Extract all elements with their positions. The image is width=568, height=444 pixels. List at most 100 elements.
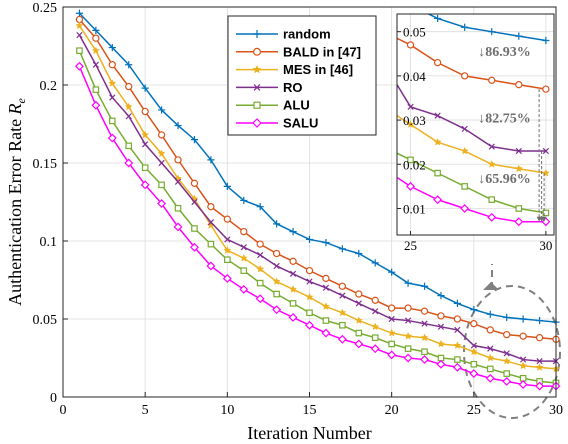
data-point-ro <box>273 262 280 270</box>
inset-reduction-guides <box>536 89 547 222</box>
y-axis-label: Authentication Error Rate Re <box>5 97 28 305</box>
data-point-ro <box>207 219 215 226</box>
inset-data-point-alu <box>434 169 441 177</box>
data-point-ro <box>224 236 231 243</box>
inset-data-point-bald-in-47 <box>542 85 550 93</box>
data-point-alu <box>207 240 215 248</box>
data-point-bald-in-47 <box>322 274 330 283</box>
data-point-salu <box>255 294 265 304</box>
data-point-salu <box>305 320 314 330</box>
zoom-ellipse <box>463 285 561 419</box>
data-point-random <box>371 259 379 267</box>
inset-y-tick-label: 0.05 <box>403 25 426 40</box>
data-point-salu <box>387 350 397 360</box>
x-tick-label: 25 <box>467 403 481 418</box>
data-point-random <box>420 282 429 290</box>
data-point-salu <box>74 61 84 71</box>
data-point-bald-in-47 <box>157 131 166 139</box>
data-point-ro <box>76 31 83 39</box>
data-point-salu <box>288 312 298 322</box>
inset-series-mes-in-46 <box>397 114 550 177</box>
data-point-salu <box>107 133 117 143</box>
data-point-alu <box>76 47 83 54</box>
inset-data-point-mes-in-46 <box>406 120 415 128</box>
inset-data-point-ro <box>488 143 495 150</box>
data-point-bald-in-47 <box>289 257 297 265</box>
data-point-alu <box>355 329 363 337</box>
data-point-alu <box>371 334 379 342</box>
data-point-random <box>289 228 297 236</box>
series-random <box>75 9 560 326</box>
main-series-lines <box>74 9 561 391</box>
data-point-ro <box>142 141 149 148</box>
data-point-ro <box>404 317 412 324</box>
data-point-random <box>190 136 199 144</box>
data-point-ro <box>109 94 116 101</box>
data-point-mes-in-46 <box>404 331 413 340</box>
data-point-salu <box>485 373 495 383</box>
legend-marker-salu <box>252 118 262 128</box>
inset-data-point-mes-in-46 <box>433 137 442 146</box>
reduction-annotation: ↓82.75% <box>478 111 531 126</box>
data-point-mes-in-46 <box>469 347 478 356</box>
data-point-ro <box>421 320 428 327</box>
data-point-random <box>388 268 396 276</box>
data-point-salu <box>157 199 167 209</box>
inset-data-point-salu <box>380 165 387 172</box>
data-point-bald-in-47 <box>404 304 412 312</box>
data-point-bald-in-47 <box>338 282 347 290</box>
data-point-random <box>223 182 231 190</box>
inset-data-point-ro <box>461 125 468 133</box>
legend-entry-mes-in-46: MES in [46] <box>236 62 353 77</box>
data-point-bald-in-47 <box>207 203 215 211</box>
data-point-mes-in-46 <box>436 339 446 348</box>
data-point-random <box>519 315 527 323</box>
data-point-random <box>535 316 544 325</box>
data-point-ro <box>520 356 527 363</box>
data-point-salu <box>502 376 512 386</box>
y-tick-label: 0.2 <box>40 79 58 94</box>
data-point-bald-in-47 <box>503 330 511 339</box>
data-point-mes-in-46 <box>108 79 117 87</box>
data-point-alu <box>486 365 494 373</box>
data-point-random <box>256 203 264 211</box>
legend-marker-alu <box>253 101 261 109</box>
data-point-bald-in-47 <box>141 107 149 116</box>
data-point-mes-in-46 <box>272 277 281 285</box>
data-point-ro <box>158 159 165 167</box>
data-point-alu <box>322 317 330 324</box>
legend-marker-random <box>253 30 261 38</box>
inset-data-point-salu <box>514 217 524 227</box>
legend-label-alu: ALU <box>283 98 310 113</box>
inset-data-point-ro <box>407 103 414 110</box>
data-point-mes-in-46 <box>338 308 347 317</box>
data-point-bald-in-47 <box>174 156 182 164</box>
inset-data-point-bald-in-47 <box>406 41 415 49</box>
data-point-salu <box>452 362 462 372</box>
inset-data-point-salu <box>541 217 551 227</box>
inset-data-point-random <box>407 2 414 9</box>
data-point-mes-in-46 <box>387 328 396 337</box>
data-point-salu <box>272 305 282 315</box>
series-salu <box>74 61 561 391</box>
data-point-ro <box>503 350 510 357</box>
data-point-ro <box>372 308 379 315</box>
data-point-alu <box>388 340 395 348</box>
inset-data-point-bald-in-47 <box>433 58 442 67</box>
data-point-random <box>92 26 100 34</box>
data-point-alu <box>454 356 461 363</box>
inset-data-point-bald-in-47 <box>488 76 496 84</box>
series-line-ro <box>78 34 556 362</box>
data-point-random <box>486 310 494 318</box>
data-point-random <box>125 61 133 69</box>
data-point-salu <box>206 261 216 271</box>
legend-entry-alu: ALU <box>236 98 310 113</box>
x-tick-label: 15 <box>303 403 317 418</box>
data-point-mes-in-46 <box>354 316 363 324</box>
data-point-alu <box>273 290 280 298</box>
legend-box <box>227 15 377 136</box>
data-point-salu <box>403 353 413 363</box>
data-point-random <box>322 238 330 247</box>
data-point-random <box>158 106 166 114</box>
inset-data-point-bald-in-47 <box>380 29 386 35</box>
